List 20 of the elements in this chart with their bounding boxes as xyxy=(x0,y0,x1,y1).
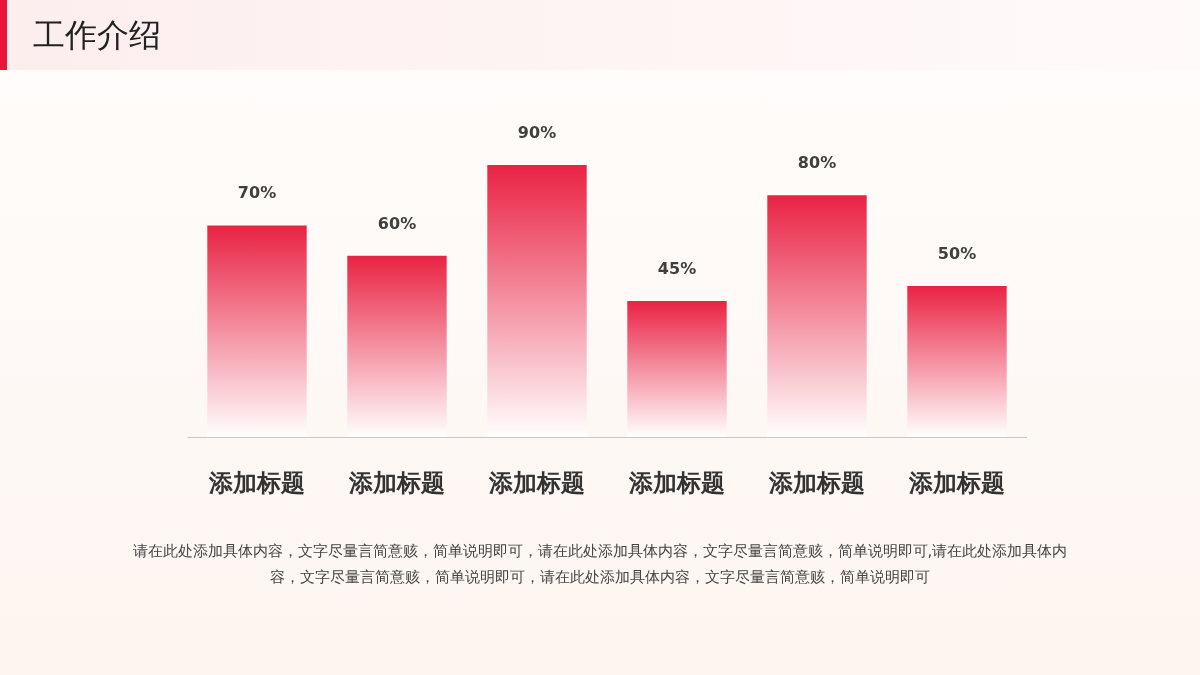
bar xyxy=(207,225,307,437)
text: 请在此处添加具体内容，文字尽量言简意赅，简单说明即可，请在此处添加具体内容，文字尽量言简意赅，简单说明即可,请在此处添加具体内容，文字尽量言简意赅，简单说明即可，请在此处添加具体内容，文字尽量言简意赅，简单说明即可 xyxy=(131,541,1069,588)
data-label: 45% xyxy=(657,259,697,278)
x-tick-label: 添加标题 xyxy=(908,468,1005,497)
data-label: 90% xyxy=(517,123,557,142)
x-tick-label: 添加标题 xyxy=(628,468,725,497)
bar xyxy=(767,195,867,437)
x-tick-label: 添加标题 xyxy=(208,468,305,497)
data-label: 70% xyxy=(237,183,277,203)
bar xyxy=(347,255,447,437)
x-tick-label: 添加标题 xyxy=(768,468,865,497)
bar xyxy=(487,165,587,437)
x-tick-label: 添加标题 xyxy=(348,468,445,497)
bar xyxy=(907,285,1007,437)
bar xyxy=(627,301,727,437)
chart-title: 工作介绍 xyxy=(33,15,161,56)
data-label: 80% xyxy=(797,153,837,173)
x-tick-label: 添加标题 xyxy=(488,468,585,497)
data-label: 50% xyxy=(937,243,977,263)
data-label: 60% xyxy=(377,213,417,233)
